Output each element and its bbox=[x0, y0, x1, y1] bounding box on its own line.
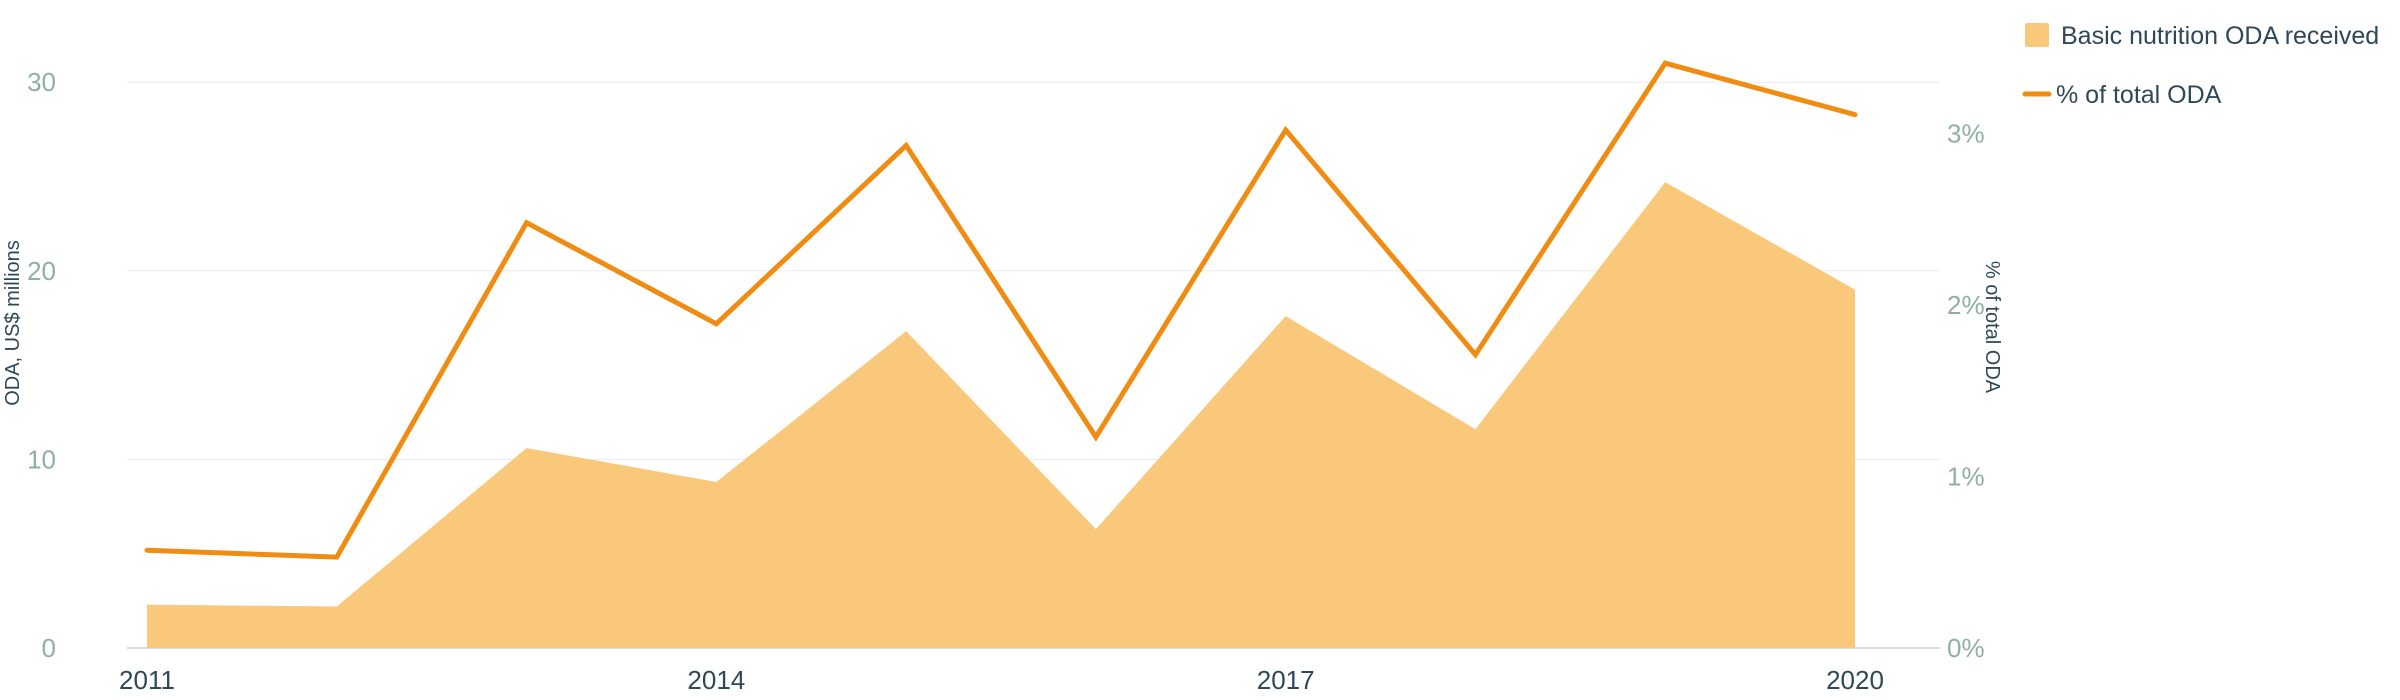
right-axis-ticks: 0% 1% 2% 3% bbox=[1947, 119, 1985, 664]
area-basic-nutrition-oda bbox=[147, 182, 1855, 648]
x-tick-label: 2014 bbox=[687, 665, 745, 695]
area-series bbox=[146, 182, 1856, 648]
line-pct-total-oda bbox=[144, 60, 1858, 560]
left-tick-label: 0 bbox=[42, 633, 56, 663]
line-series bbox=[144, 60, 1858, 560]
legend: Basic nutrition ODA received % of total … bbox=[2022, 22, 2379, 109]
legend-area-label: Basic nutrition ODA received bbox=[2061, 22, 2379, 50]
left-tick-label: 30 bbox=[27, 67, 56, 97]
left-tick-label: 20 bbox=[27, 256, 56, 286]
right-tick-label: 0% bbox=[1947, 633, 1985, 663]
x-tick-label: 2017 bbox=[1257, 665, 1315, 695]
right-tick-label: 1% bbox=[1947, 462, 1985, 492]
right-tick-label: 3% bbox=[1947, 119, 1985, 149]
x-tick-label: 2011 bbox=[119, 665, 175, 695]
right-axis-title: % of total ODA bbox=[1981, 261, 2003, 394]
left-tick-label: 10 bbox=[27, 444, 56, 474]
legend-line-label: % of total ODA bbox=[2056, 81, 2222, 109]
x-axis-ticks: 2011 2014 2017 2020 bbox=[119, 665, 1884, 695]
right-tick-label: 2% bbox=[1947, 290, 1985, 320]
left-axis-title: ODA, US$ millions bbox=[2, 240, 24, 406]
left-axis-ticks: 0 10 20 30 bbox=[27, 67, 56, 663]
x-tick-label: 2020 bbox=[1826, 665, 1884, 695]
legend-area-swatch bbox=[2025, 23, 2049, 47]
